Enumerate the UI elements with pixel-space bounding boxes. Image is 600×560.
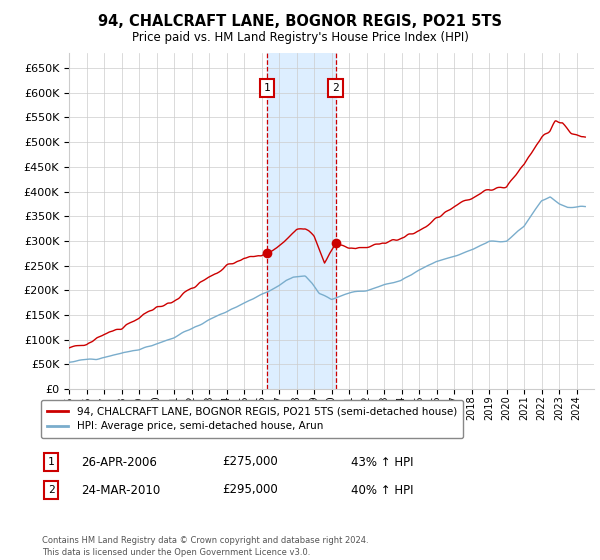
Text: 26-APR-2006: 26-APR-2006 xyxy=(81,455,157,469)
Text: Price paid vs. HM Land Registry's House Price Index (HPI): Price paid vs. HM Land Registry's House … xyxy=(131,31,469,44)
Text: 1: 1 xyxy=(264,83,271,93)
Text: 24-MAR-2010: 24-MAR-2010 xyxy=(81,483,160,497)
Text: 2: 2 xyxy=(47,485,55,495)
Text: 1: 1 xyxy=(47,457,55,467)
Text: 94, CHALCRAFT LANE, BOGNOR REGIS, PO21 5TS: 94, CHALCRAFT LANE, BOGNOR REGIS, PO21 5… xyxy=(98,14,502,29)
Text: 40% ↑ HPI: 40% ↑ HPI xyxy=(351,483,413,497)
Legend: 94, CHALCRAFT LANE, BOGNOR REGIS, PO21 5TS (semi-detached house), HPI: Average p: 94, CHALCRAFT LANE, BOGNOR REGIS, PO21 5… xyxy=(41,400,463,438)
Text: 43% ↑ HPI: 43% ↑ HPI xyxy=(351,455,413,469)
Bar xyxy=(267,53,335,389)
Text: Contains HM Land Registry data © Crown copyright and database right 2024.
This d: Contains HM Land Registry data © Crown c… xyxy=(42,536,368,557)
Text: £295,000: £295,000 xyxy=(222,483,278,497)
Text: 2: 2 xyxy=(332,83,339,93)
Text: £275,000: £275,000 xyxy=(222,455,278,469)
